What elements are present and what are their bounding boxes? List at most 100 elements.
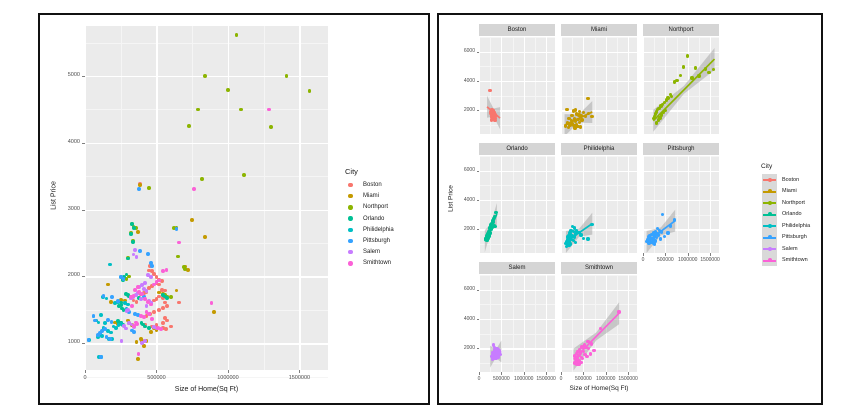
legend-item-pittsburgh[interactable]: Pittsburgh: [762, 232, 832, 244]
data-point: [161, 305, 165, 310]
legend-key: [762, 197, 777, 209]
gridline-x-minor: [594, 156, 596, 253]
data-point: [124, 277, 129, 282]
data-point: [144, 313, 149, 318]
data-point: [181, 265, 186, 270]
gridline-x-major: [583, 275, 585, 372]
data-point: [657, 106, 661, 110]
data-point: [147, 326, 152, 330]
legend-color-dot: [767, 235, 772, 240]
data-point: [659, 104, 663, 108]
data-point: [707, 70, 711, 74]
data-point: [123, 301, 127, 306]
left-plot-frame: 0 500000 1000000 1500000 1000 2000 3000 4000 500…: [38, 13, 430, 405]
gridline-x-major: [605, 37, 607, 134]
data-point: [669, 92, 673, 96]
gridline-y-minor: [479, 214, 555, 216]
data-point: [156, 326, 160, 330]
data-point: [134, 255, 139, 259]
legend-item-label: Pittsburgh: [782, 234, 807, 241]
data-point: [652, 116, 656, 121]
data-point: [574, 229, 579, 233]
data-point: [578, 358, 582, 362]
legend-item-salem[interactable]: Salem: [345, 247, 425, 257]
data-point: [572, 226, 577, 230]
data-point: [134, 340, 139, 344]
data-point: [576, 124, 580, 129]
y-tick-label: 2000: [463, 225, 475, 232]
data-point: [151, 325, 156, 330]
legend-item-salem[interactable]: Salem: [762, 243, 832, 255]
legend-item-pittsburgh[interactable]: Pittsburgh: [345, 236, 425, 246]
legend-item-boston[interactable]: Boston: [345, 180, 425, 190]
data-point: [576, 117, 580, 122]
legend-item-miami[interactable]: Miami: [762, 186, 832, 198]
data-point: [127, 321, 132, 326]
data-point: [662, 100, 667, 105]
data-point: [672, 218, 676, 222]
data-point: [144, 309, 149, 314]
data-point: [651, 236, 655, 240]
data-point: [209, 301, 214, 306]
data-point: [154, 275, 159, 280]
data-point: [157, 278, 162, 283]
gridline-y-minor: [479, 304, 555, 306]
data-point: [577, 362, 581, 366]
data-point: [148, 302, 153, 307]
gridline-x-major: [583, 37, 585, 134]
legend-item-label: Orlando: [363, 215, 385, 222]
data-point: [145, 251, 150, 256]
data-point: [163, 300, 167, 305]
legend-item-philidelphia[interactable]: Philidelphia: [345, 225, 425, 235]
legend-key: [345, 258, 356, 269]
legend-item-northport[interactable]: Northport: [762, 197, 832, 209]
gridline-y-minor: [561, 185, 637, 187]
data-point: [135, 322, 140, 326]
data-point: [578, 120, 582, 124]
gridline-x-major: [583, 156, 585, 253]
legend-item-orlando[interactable]: Orlando: [762, 209, 832, 221]
data-point: [100, 334, 105, 338]
gridline-x-minor: [572, 275, 573, 372]
scatter-all-cities-plot: 0 500000 1000000 1500000 1000 2000 3000 4000 500…: [40, 15, 428, 403]
x-tick-label: 1500000: [288, 375, 311, 381]
data-point: [128, 295, 133, 300]
legend-item-orlando[interactable]: Orlando: [345, 214, 425, 224]
data-point: [648, 240, 653, 245]
data-point: [171, 225, 176, 230]
gridline-x-major: [479, 37, 481, 134]
data-point: [675, 78, 679, 83]
data-point: [129, 322, 134, 327]
gridline-y-minor: [643, 66, 719, 68]
data-point: [138, 183, 142, 187]
legend-item-northport[interactable]: Northport: [345, 202, 425, 212]
data-point: [575, 362, 579, 367]
x-tick-label: 0: [641, 257, 645, 263]
data-point: [655, 232, 659, 236]
legend-item-smithtown[interactable]: Smithtown: [762, 255, 832, 267]
data-point: [577, 113, 581, 117]
legend-key: [345, 247, 356, 258]
gridline-y-major: [643, 170, 719, 172]
data-point: [576, 359, 580, 363]
facet-strip-orlando: Orlando: [479, 143, 555, 155]
legend-color-dot: [348, 182, 353, 188]
data-point: [161, 295, 165, 300]
data-point: [572, 117, 577, 121]
legend-item-label: Smithtown: [782, 257, 808, 264]
data-point: [93, 318, 97, 323]
gridline-y-major: [479, 81, 555, 83]
data-point: [577, 230, 581, 235]
legend-item-miami[interactable]: Miami: [345, 191, 425, 201]
legend-item-smithtown[interactable]: Smithtown: [345, 258, 425, 268]
x-tick-label: 1000000: [513, 376, 534, 382]
data-point: [570, 234, 574, 238]
legend-color-dot: [348, 249, 353, 255]
data-point: [568, 123, 572, 127]
data-point: [574, 360, 578, 364]
x-tick-label: 0: [559, 376, 563, 382]
gridline-x-minor: [512, 156, 514, 253]
legend-item-boston[interactable]: Boston: [762, 174, 832, 186]
data-point: [649, 236, 653, 241]
legend-item-philidelphia[interactable]: Philidelphia: [762, 220, 832, 232]
